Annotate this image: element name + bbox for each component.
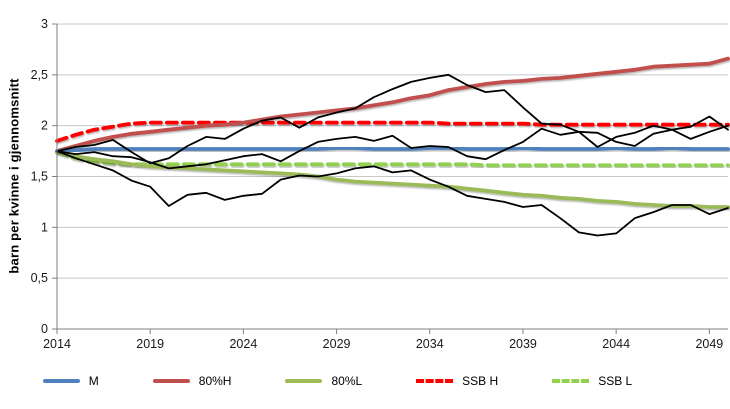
y-axis-title: barn per kvinne i gjennomsnitt (6, 78, 22, 274)
series-line-ssb-h (55, 120, 730, 143)
legend-item-m: M (42, 374, 99, 388)
legend-label-ssb-l: SSB L (598, 374, 633, 388)
legend-item-80h: 80%H (152, 374, 232, 388)
x-axis-tick-label: 2044 (602, 337, 630, 351)
legend-line-sample-80h (152, 379, 190, 383)
y-axis-tick-label: 2 (41, 119, 48, 133)
legend-label-m: M (88, 374, 99, 388)
y-axis-tick-label: 0 (41, 322, 48, 336)
series-line-80-h (55, 56, 730, 154)
legend-label-80l: 80%L (331, 374, 363, 388)
x-axis-tick-label: 2019 (136, 337, 164, 351)
series-line-ssb-l (55, 150, 730, 168)
legend-line-sample-ssb-h (416, 379, 454, 383)
legend-item-ssb-l: SSB L (552, 374, 632, 388)
y-axis-tick-label: 2,5 (31, 68, 48, 82)
series-line-80-l (55, 149, 730, 209)
gridlines (57, 23, 728, 279)
legend-label-80h: 80%H (198, 374, 232, 388)
y-axis-tick-label: 3 (41, 17, 48, 31)
x-axis-tick-label: 2039 (509, 337, 537, 351)
y-axis-tick-label: 0,5 (31, 271, 48, 285)
legend-item-ssb-h: SSB H (416, 374, 498, 388)
legend-line-sample-80l (285, 379, 323, 383)
y-axis-tick-label: 1,5 (31, 170, 48, 184)
x-axis-tick-label: 2014 (43, 337, 71, 351)
series-line-simulated-path-medium (56, 124, 729, 170)
legend-line-sample-m (42, 379, 80, 383)
series-line-simulated-path-high (56, 73, 729, 165)
x-axis-tick-label: 2029 (323, 337, 351, 351)
x-axis-tick-label: 2049 (695, 337, 723, 351)
chart-legend: M 80%H 80%L SSB H SSB L (0, 374, 730, 388)
series-line-m (55, 146, 730, 154)
series-line-simulated-path-low (56, 150, 729, 237)
x-axis-tick-label: 2024 (229, 337, 257, 351)
y-axis-tick-label: 1 (41, 220, 48, 234)
axes: 0 0,5 1 1,5 2 2,5 3 2014 2019 2024 2029 2034 2039 204… (31, 17, 728, 351)
legend-label-ssb-h: SSB H (462, 374, 499, 388)
x-axis-tick-label: 2034 (416, 337, 444, 351)
legend-item-80l: 80%L (285, 374, 362, 388)
legend-line-sample-ssb-l (552, 379, 590, 383)
